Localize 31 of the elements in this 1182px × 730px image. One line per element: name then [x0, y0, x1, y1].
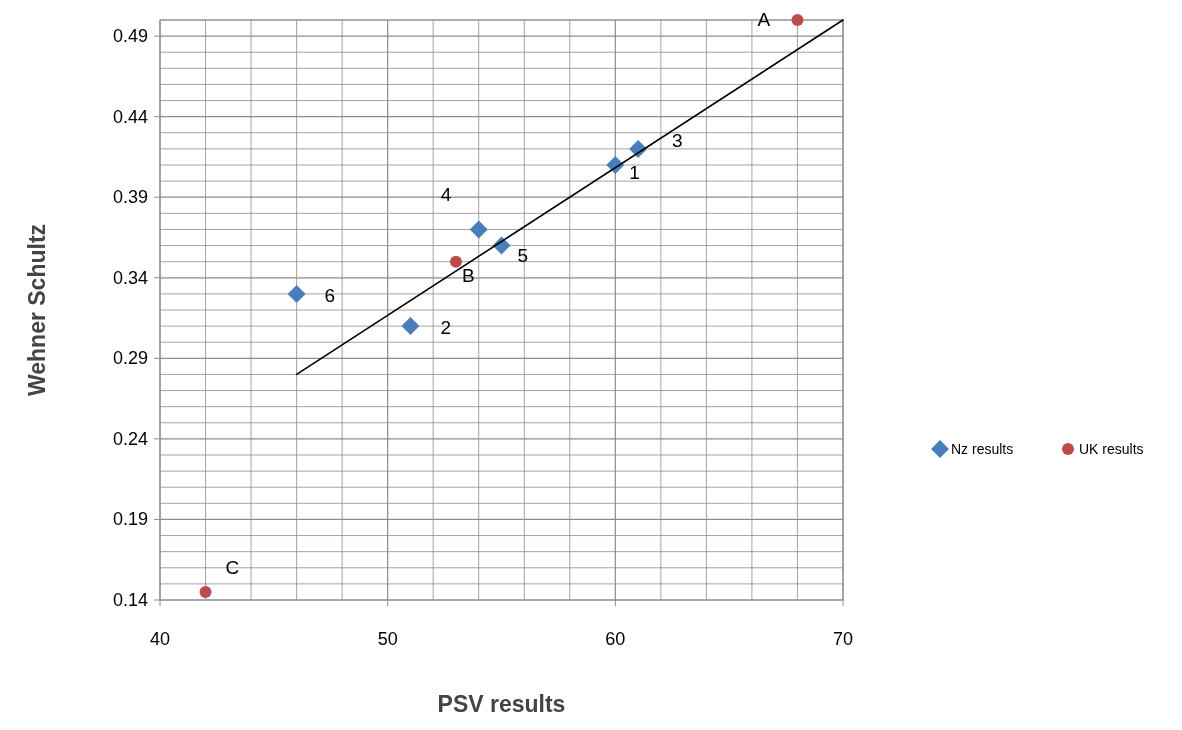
legend-label: Nz results — [951, 441, 1014, 457]
y-tick-label: 0.24 — [112, 428, 148, 449]
annotation: 2 — [440, 317, 452, 339]
point — [199, 585, 212, 598]
annotation: 5 — [517, 244, 529, 266]
annotation: B — [461, 264, 475, 286]
legend-label: UK results — [1079, 441, 1144, 457]
annotation: 1 — [629, 162, 640, 183]
y-tick-label: 0.44 — [112, 106, 148, 127]
annotation: A — [757, 9, 771, 30]
y-axis-title: Wehner Schultz — [24, 223, 50, 397]
y-tick-label: 0.29 — [112, 348, 148, 369]
point — [287, 284, 306, 303]
x-tick-label: 70 — [832, 629, 854, 649]
point — [449, 255, 462, 268]
y-tick-label: 0.19 — [112, 509, 148, 530]
y-tick-label: 0.14 — [112, 590, 148, 610]
annotation: 6 — [324, 284, 336, 306]
y-tick-label: 0.39 — [112, 187, 148, 208]
y-tick-label: 0.34 — [112, 267, 148, 288]
annotation: 4 — [440, 184, 452, 206]
annotation: 3 — [672, 129, 683, 151]
y-tick-label: 0.49 — [112, 26, 148, 47]
x-tick-label: 50 — [377, 629, 398, 649]
x-tick-label: 40 — [149, 629, 171, 649]
x-axis-title: PSV results — [437, 691, 566, 717]
point — [469, 220, 488, 239]
point — [401, 317, 420, 336]
x-tick-label: 60 — [605, 629, 626, 649]
point — [791, 14, 804, 26]
annotation: C — [225, 556, 240, 578]
